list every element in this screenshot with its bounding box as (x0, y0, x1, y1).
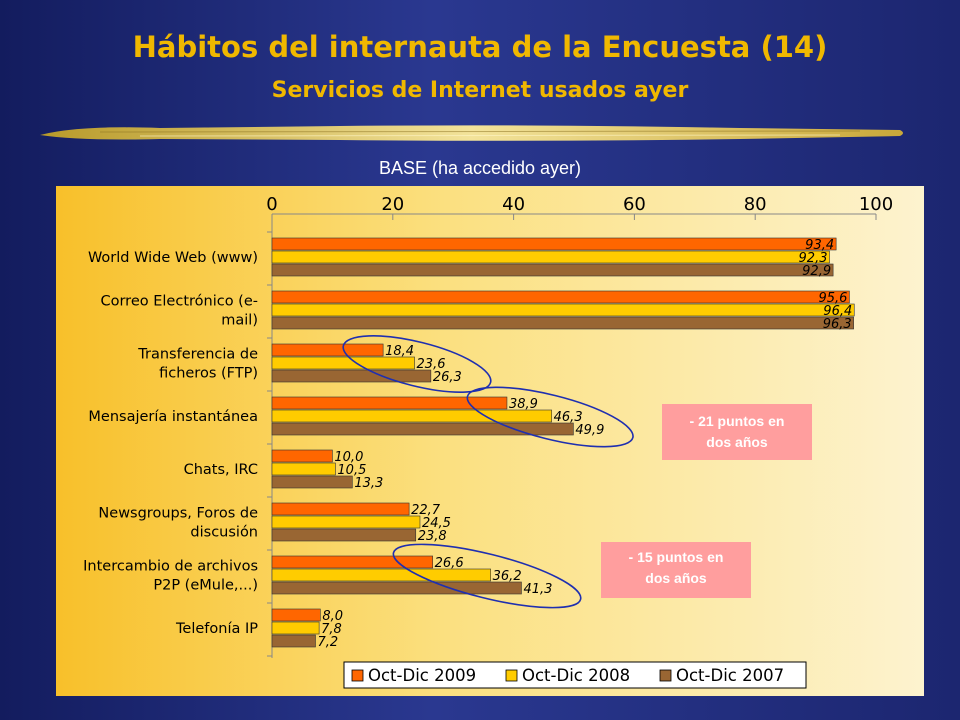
data-label: 92,3 (799, 251, 828, 266)
data-label: 38,9 (509, 397, 538, 412)
x-tick-label: 0 (266, 194, 277, 215)
category-label: Chats, IRC (184, 462, 258, 478)
data-label: 13,3 (354, 476, 383, 491)
bar (271, 290, 850, 304)
slide-title: Hábitos del internauta de la Encuesta (1… (132, 30, 828, 64)
data-label: 23,8 (418, 529, 447, 544)
bar (271, 475, 353, 489)
category-label: mail) (221, 313, 258, 329)
bar (271, 316, 854, 330)
x-tick-label: 80 (744, 194, 767, 215)
data-label: 26,6 (435, 556, 464, 571)
highlight-ellipse (342, 335, 492, 393)
data-label: 18,4 (385, 344, 414, 359)
x-tick-label: 60 (623, 194, 646, 215)
category-label: discusión (190, 525, 258, 541)
callout-line: - 15 puntos en (628, 549, 724, 565)
bar (271, 303, 855, 317)
data-label: 49,9 (575, 423, 604, 438)
data-label: 22,7 (411, 503, 441, 518)
bar (271, 356, 415, 370)
bar (271, 369, 432, 383)
bar (271, 568, 491, 582)
data-label: 8,0 (322, 609, 343, 624)
bar (271, 581, 522, 595)
x-tick-label: 40 (502, 194, 525, 215)
data-label: 24,5 (422, 516, 451, 531)
highlight-ellipse (466, 386, 634, 448)
data-label: 7,2 (317, 635, 338, 650)
bar (271, 608, 321, 622)
category-label: Telefonía IP (175, 621, 258, 637)
data-label: 10,0 (334, 450, 363, 465)
brush-stroke-divider (40, 125, 903, 141)
callout-p2p: - 15 puntos en dos años (601, 542, 751, 598)
data-label: 10,5 (337, 463, 366, 478)
category-label: World Wide Web (www) (88, 250, 258, 266)
category-label: Newsgroups, Foros de (98, 506, 258, 522)
data-label: 96,3 (823, 317, 852, 332)
bar (271, 621, 320, 635)
bar-chart: 0 20 40 60 80 100 World Wide Web (www) 93,492,3… (83, 194, 893, 689)
highlight-ellipse (392, 543, 582, 609)
category-label: Intercambio de archivos (83, 559, 258, 575)
legend-label: Oct-Dic 2009 (368, 666, 476, 685)
data-label: 46,3 (554, 410, 583, 425)
bar (271, 237, 837, 251)
legend-swatch (505, 669, 518, 682)
bar (271, 502, 410, 516)
data-label: 26,3 (433, 370, 462, 385)
legend-label: Oct-Dic 2007 (676, 666, 784, 685)
legend-swatch (659, 669, 672, 682)
bar (271, 634, 316, 648)
bar (271, 343, 384, 357)
bar (271, 422, 574, 436)
legend-label: Oct-Dic 2008 (522, 666, 630, 685)
callout-line: dos años (645, 570, 707, 586)
bar (271, 409, 552, 423)
legend-swatch (351, 669, 364, 682)
bar (271, 515, 421, 529)
legend-box (343, 661, 807, 689)
data-label: 93,4 (805, 238, 834, 253)
bar (271, 449, 333, 463)
x-tick-label: 100 (859, 194, 893, 215)
bar (271, 528, 417, 542)
category-label: Mensajería instantánea (88, 409, 258, 425)
data-label: 23,6 (417, 357, 446, 372)
data-label: 95,6 (818, 291, 847, 306)
data-label: 36,2 (493, 569, 522, 584)
x-tick-label: 20 (381, 194, 404, 215)
callout-line: dos años (706, 434, 768, 450)
data-label: 96,4 (823, 304, 852, 319)
callout-line: - 21 puntos en (689, 413, 785, 429)
category-label: P2P (eMule,...) (153, 578, 258, 594)
bar (271, 555, 433, 569)
category-label: Transferencia de (137, 347, 258, 363)
data-label: 41,3 (523, 582, 552, 597)
category-label: ficheros (FTP) (159, 366, 258, 382)
callout-messaging: - 21 puntos en dos años (662, 404, 812, 460)
slide-subtitle: Servicios de Internet usados ayer (271, 78, 689, 103)
bar (271, 250, 830, 264)
category-label: Correo Electrónico (e- (100, 294, 258, 310)
base-note: BASE (ha accedido ayer) (378, 158, 582, 178)
bar (271, 396, 508, 410)
data-label: 92,9 (802, 264, 831, 279)
bar (271, 263, 834, 277)
bar (271, 462, 336, 476)
data-label: 7,8 (321, 622, 342, 637)
